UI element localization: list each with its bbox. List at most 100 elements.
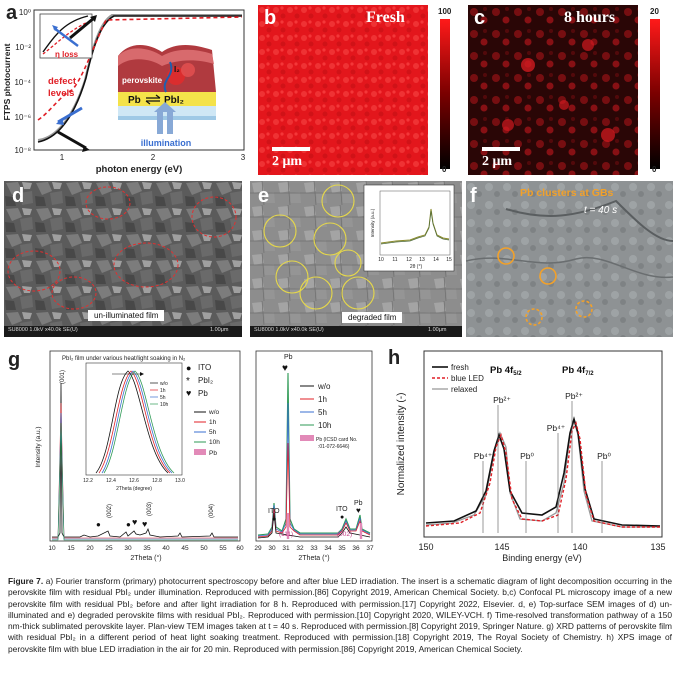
panel-h: h Normalized intensity (-) Pb⁴⁺ Pb²⁺ Pb⁰… xyxy=(382,343,674,565)
h-pb4f52-sub: 5/2 xyxy=(513,371,522,377)
caption-text: a) Fourier transform (primary) photocurr… xyxy=(8,576,673,654)
g-right-ito2: ITO xyxy=(336,506,348,513)
e-inset-xtick-3: 13 xyxy=(419,257,425,263)
g-right-series-0: w/o xyxy=(317,382,331,391)
g-right-card2: :01-072-6646) xyxy=(318,444,350,450)
g-xtick-7: 45 xyxy=(181,545,189,552)
h-xtick-1: 145 xyxy=(494,542,509,552)
panel-b-label: b xyxy=(264,7,277,29)
g-right-card: Pb (ICSD card No. xyxy=(316,437,357,443)
g-peak-001: (001) xyxy=(60,370,66,384)
g-right-xlabel: 2Theta (°) xyxy=(298,554,329,562)
e-tag: degraded film xyxy=(342,312,403,323)
h-ylabel: Normalized intensity (-) xyxy=(396,393,407,496)
svg-text:●: ● xyxy=(96,520,101,529)
a-i2: I₂ xyxy=(174,65,180,74)
a-ylabel: FTPS photocurrent xyxy=(2,43,12,120)
c-pl-map xyxy=(468,5,638,175)
panel-c: c 8 hours 2 μm 20 0 xyxy=(468,5,674,175)
g-xtick-8: 50 xyxy=(200,545,208,552)
g-legend-ito: ITO xyxy=(198,363,211,372)
g-xtick-6: 40 xyxy=(162,545,170,552)
a-xtick-0: 1 xyxy=(60,153,65,162)
h-xtick-3: 135 xyxy=(650,542,665,552)
g-right-xtick-7: 36 xyxy=(352,545,360,552)
g-inset-xtick-2: 12.6 xyxy=(129,478,139,484)
g-inset-xtick-4: 13.0 xyxy=(175,478,185,484)
f-title: Pb clusters at GBs xyxy=(520,187,614,199)
b-cmax: 100 xyxy=(438,7,452,16)
a-xtick-1: 2 xyxy=(151,153,156,162)
g-inset-xtick-1: 12.4 xyxy=(106,478,116,484)
panel-a-label: a xyxy=(6,2,18,24)
h-pb4p-l: Pb⁴⁺ xyxy=(474,451,493,461)
e-inset-xlabel: 2θ (°) xyxy=(410,264,423,270)
panel-a-chart: 10⁰ 10⁻² 10⁻⁴ 10⁻⁶ 10⁻⁸ FTPS photocurren… xyxy=(2,8,246,175)
g-right-xtick-2: 31 xyxy=(282,545,290,552)
a-eta-loss: η loss xyxy=(55,50,79,59)
a-pbi2: PbI₂ xyxy=(164,95,184,106)
a-defect: defect xyxy=(48,76,77,87)
g-right-xtick-6: 35 xyxy=(338,545,346,552)
g-series-1: 1h xyxy=(209,419,217,426)
svg-text:●: ● xyxy=(340,514,344,521)
svg-text:Pb 4f7/2: Pb 4f7/2 xyxy=(562,365,594,377)
g-peak-002: (002) xyxy=(107,504,113,518)
g-inset-series-0: w/o xyxy=(160,381,168,387)
a-curve-red xyxy=(37,16,243,121)
g-legend-pb: Pb xyxy=(198,389,208,398)
g-xtick-3: 25 xyxy=(105,545,113,552)
a-ytick-4: 10⁻⁸ xyxy=(15,146,32,155)
g-right-002: (002) xyxy=(337,531,352,538)
svg-text:●: ● xyxy=(272,516,276,523)
figure-caption: Figure 7. a) Fourier transform (primary)… xyxy=(8,576,672,655)
e-inset-ylabel: Intensity (a.u.) xyxy=(370,208,375,237)
panel-g: g Intensity (a.u.) (001) (002) (003) (00… xyxy=(0,343,378,565)
a-perovskite: perovskite xyxy=(122,76,163,85)
g-xlabel: 2Theta (°) xyxy=(130,554,161,562)
a-pb: Pb xyxy=(128,95,141,106)
e-scale: 1.00μm xyxy=(428,327,447,333)
c-scalebar-label: 2 μm xyxy=(482,154,513,169)
h-legend-0: fresh xyxy=(451,363,469,372)
g-xtick-5: 35 xyxy=(143,545,151,552)
panel-g-label: g xyxy=(8,349,21,371)
h-pb0-l: Pb⁰ xyxy=(520,451,534,461)
g-inset-xtick-3: 12.8 xyxy=(152,478,162,484)
panel-b: b Fresh 2 μm 100 0 xyxy=(258,5,464,175)
h-xlabel: Binding energy (eV) xyxy=(502,553,582,563)
svg-text:●: ● xyxy=(186,363,191,373)
h-legend-1: blue LED xyxy=(451,374,484,383)
g-right-xtick-4: 33 xyxy=(310,545,318,552)
g-series-3: 10h xyxy=(209,439,220,446)
b-scalebar-label: 2 μm xyxy=(272,154,303,169)
g-peak-004: (004) xyxy=(209,504,215,518)
a-ytick-2: 10⁻⁴ xyxy=(14,78,31,87)
c-colorbar xyxy=(650,19,660,169)
g-right-pb: Pb xyxy=(284,354,293,361)
c-cmax: 20 xyxy=(650,7,659,16)
a-ytick-1: 10⁻² xyxy=(15,43,31,52)
g-inset-xlabel: 2Theta (degree) xyxy=(116,486,152,492)
svg-text:♥: ♥ xyxy=(186,388,191,398)
d-tag: un-illuminated film xyxy=(88,310,165,321)
a-curve-black xyxy=(37,15,242,143)
h-pb2p-r: Pb²⁺ xyxy=(565,391,583,401)
g-inset-series-3: 10h xyxy=(160,402,169,408)
h-pb4f72-sub: 7/2 xyxy=(585,371,594,377)
svg-text:♥: ♥ xyxy=(142,519,147,529)
g-xtick-1: 15 xyxy=(67,545,75,552)
a-xtick-2: 3 xyxy=(241,153,246,162)
g-right-xtick-5: 34 xyxy=(324,545,332,552)
e-inset-xtick-0: 10 xyxy=(378,257,384,263)
b-pl-map xyxy=(258,5,428,175)
c-cmin: 0 xyxy=(652,165,657,174)
c-scalebar-line xyxy=(482,147,520,151)
svg-text:●: ● xyxy=(126,520,131,529)
a-ytick-0: 10⁰ xyxy=(19,8,31,17)
g-right-series-3: 10h xyxy=(318,421,331,430)
g-ylabel: Intensity (a.u.) xyxy=(35,426,42,467)
a-xlabel: photon energy (eV) xyxy=(96,164,183,175)
panel-d: d un-illuminated film SU8000 1.0kV x40.0… xyxy=(4,181,242,337)
e-inset-xtick-5: 15 xyxy=(446,257,452,263)
